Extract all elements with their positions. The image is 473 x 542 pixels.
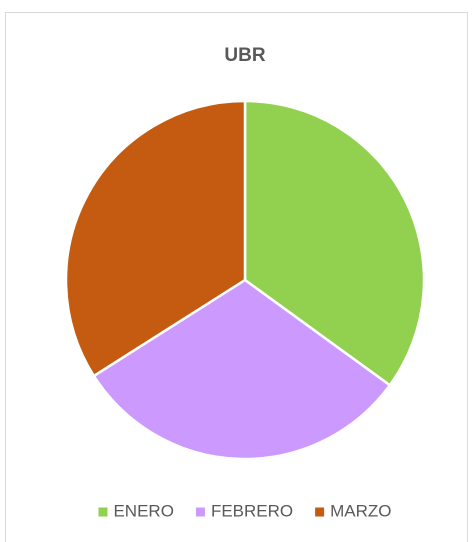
legend-swatch: [195, 507, 205, 517]
pie-slice: [92, 278, 392, 461]
legend-swatch: [315, 507, 325, 517]
pie-slice: [64, 99, 247, 378]
legend-label: FEBRERO: [211, 501, 293, 520]
chart-title: UBR: [224, 45, 265, 66]
pie-slice: [243, 99, 426, 387]
legend-swatch: [98, 507, 108, 517]
legend-label: MARZO: [330, 501, 391, 520]
legend-label: ENERO: [113, 501, 173, 520]
